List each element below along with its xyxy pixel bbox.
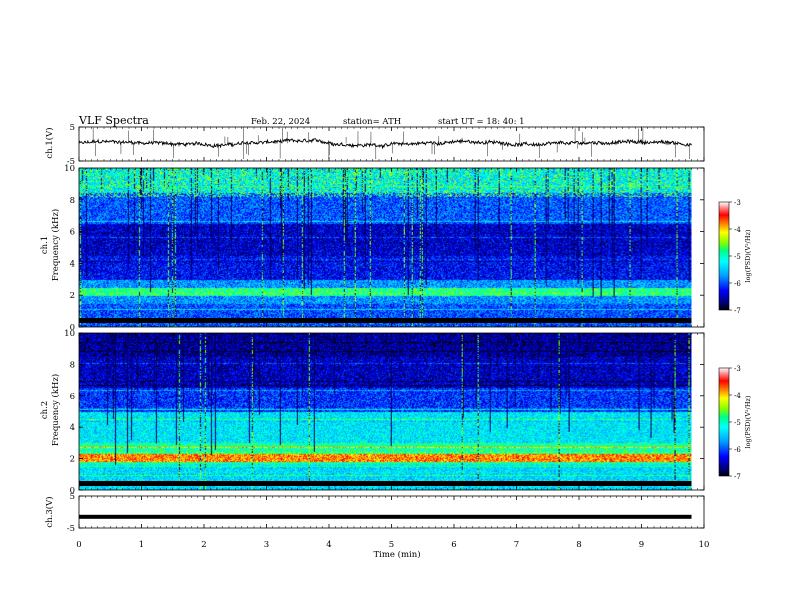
ch1-waveform-line [78, 137, 692, 150]
y-tick-label: 4 [70, 259, 75, 269]
ch2-colorbar-label: log(PSD)(V²/Hz) [744, 395, 752, 448]
figure-title: VLF Spectra [78, 114, 149, 127]
y-tick-label: 5 [70, 492, 75, 502]
x-tick-label: 6 [451, 540, 456, 550]
x-tick-label: 2 [201, 540, 206, 550]
date-label: Feb. 22, 2024 [251, 117, 310, 127]
colorbar-tick-label: -5 [734, 419, 741, 427]
start-time-label: start UT = 18: 40: 1 [438, 117, 525, 127]
y-tick-label: 2 [70, 291, 75, 301]
y-tick-label: 6 [70, 228, 75, 238]
ch1-colorbar-label: log(PSD)(V²/Hz) [744, 229, 752, 282]
y-tick-label: 0 [70, 486, 75, 496]
ch3-waveform-ylabel: ch.3(V) [44, 496, 55, 527]
ch1-spectrogram-ylabel-channel: ch.1 [40, 236, 50, 254]
y-tick-label: 8 [70, 196, 75, 206]
low-frequency-band [79, 318, 692, 323]
panel-frame [78, 495, 705, 529]
y-tick-label: -5 [67, 157, 75, 167]
ch2-spectrogram-ylabel-frequency: Frequency (kHz) [50, 374, 61, 446]
ch2-spectrogram-panel: 10 8 6 4 2 0 [64, 329, 705, 496]
y-tick-label: 8 [70, 360, 75, 370]
y-tick-label: 10 [64, 329, 75, 339]
colorbar-tick-label: -7 [734, 307, 741, 315]
ch3-waveform-line [79, 514, 692, 519]
y-tick-label: 5 [70, 123, 75, 133]
colorbar-tick-label: -6 [734, 446, 741, 454]
y-tick-label: 2 [70, 455, 75, 465]
ch1-waveform-ylabel: ch.1(V) [44, 127, 55, 158]
x-tick-label: 7 [514, 540, 519, 550]
colorbar-tick-label: -3 [734, 199, 741, 207]
y-tick-label: -5 [67, 524, 75, 534]
colorbar-tick-label: -5 [734, 253, 741, 261]
x-tick-label: 5 [389, 540, 394, 550]
ch1-colorbar-scale [718, 201, 730, 311]
panel-frame [78, 332, 705, 491]
ch2-spectrogram-ylabel-channel: ch.2 [40, 401, 50, 419]
y-tick-label: 10 [64, 164, 75, 174]
x-tick-label: 4 [326, 540, 331, 550]
ch2-colorbar-scale [718, 367, 730, 477]
colorbar-tick-label: -6 [734, 280, 741, 288]
colorbar-tick-label: -3 [734, 365, 741, 373]
colorbar-tick-label: -4 [734, 392, 741, 400]
colorbar-tick-label: -4 [734, 226, 741, 234]
ch3-waveform-panel: 5 -50 1 2 3 4 5 6 7 8 9 10 [67, 492, 710, 550]
station-label: station= ATH [343, 117, 401, 127]
ch1-waveform-panel: 5 -5 [67, 123, 705, 167]
x-tick-label: 9 [639, 540, 644, 550]
panel-frame [78, 167, 705, 328]
spectrogram-image [79, 168, 692, 327]
y-tick-label: 4 [70, 423, 75, 433]
low-frequency-band [79, 481, 692, 486]
colorbar-tick-label: -7 [734, 473, 741, 481]
x-tick-label: 1 [139, 540, 144, 550]
ch1-colorbar: -3 -4 -5 -6 -7 log(PSD)(V²/Hz) [718, 199, 752, 315]
y-tick-label: 6 [70, 392, 75, 402]
x-tick-label: 3 [264, 540, 269, 550]
ch2-colorbar: -3 -4 -5 -6 -7 log(PSD)(V²/Hz) [718, 365, 752, 481]
x-tick-label: 8 [576, 540, 581, 550]
ch1-spectrogram-ylabel-frequency: Frequency (kHz) [50, 209, 61, 281]
y-tick-label: 0 [70, 323, 75, 333]
ch1-spectrogram-panel: 10 8 6 4 2 0 [64, 164, 705, 333]
panel-frame [78, 126, 705, 162]
x-tick-label: 10 [699, 540, 710, 550]
spectrogram-image [79, 333, 692, 490]
x-axis-label: Time (min) [373, 549, 420, 560]
x-tick-label: 0 [76, 540, 81, 550]
